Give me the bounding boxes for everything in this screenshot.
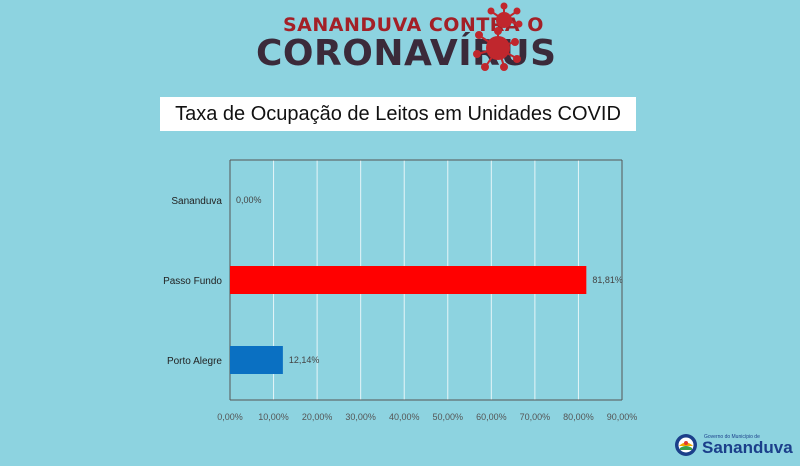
data-label: 12,14%	[289, 355, 320, 365]
header-banner: SANANDUVA CONTRA O CORONAVÍRUS	[0, 0, 800, 90]
municipality-logo: Governo do Município de Sananduva	[674, 432, 794, 462]
x-tick-label: 30,00%	[345, 412, 376, 422]
data-label: 81,81%	[592, 275, 623, 285]
x-tick-label: 70,00%	[520, 412, 551, 422]
data-label: 0,00%	[236, 195, 262, 205]
x-tick-label: 60,00%	[476, 412, 507, 422]
logo-name: Sananduva	[702, 438, 793, 457]
category-label: Passo Fundo	[163, 276, 222, 287]
x-tick-label: 20,00%	[302, 412, 333, 422]
bar	[230, 266, 587, 294]
x-tick-label: 90,00%	[607, 412, 638, 422]
logo-caption: Governo do Município de	[704, 434, 760, 440]
virus-icon	[473, 2, 523, 71]
municipality-emblem-icon	[675, 434, 697, 456]
x-tick-label: 0,00%	[217, 412, 243, 422]
x-tick-label: 80,00%	[563, 412, 594, 422]
x-tick-label: 10,00%	[258, 412, 289, 422]
chart-title-box: Taxa de Ocupação de Leitos em Unidades C…	[160, 97, 636, 131]
x-tick-label: 50,00%	[433, 412, 464, 422]
x-tick-label: 40,00%	[389, 412, 420, 422]
chart-title: Taxa de Ocupação de Leitos em Unidades C…	[175, 102, 621, 125]
category-label: Porto Alegre	[167, 356, 222, 367]
header-subtitle: SANANDUVA CONTRA O	[283, 14, 544, 36]
bar	[230, 346, 283, 374]
category-label: Sananduva	[171, 196, 222, 207]
